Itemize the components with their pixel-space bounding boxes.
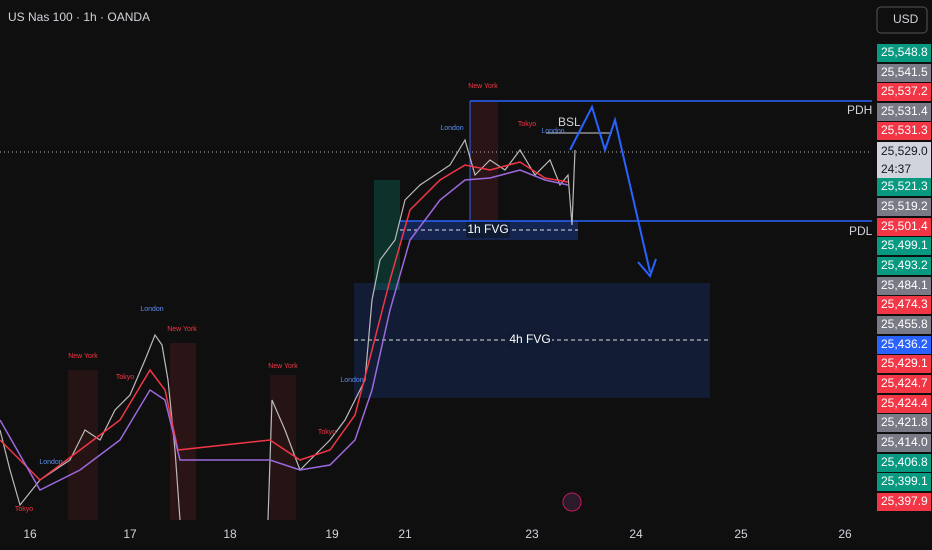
time-label: 23 xyxy=(525,527,539,541)
session-label: New York xyxy=(468,83,498,90)
time-label: 16 xyxy=(23,527,37,541)
price-tag xyxy=(877,316,931,334)
price-tag-label: 25,474.3 xyxy=(881,297,928,311)
price-tag xyxy=(877,198,931,216)
price-tag-label: 25,531.4 xyxy=(881,104,928,118)
session-label: London xyxy=(541,128,564,135)
session-label: Tokyo xyxy=(518,121,536,128)
ma-slow xyxy=(0,169,569,491)
session-label: New York xyxy=(68,353,98,360)
price-tag-label: 25,501.4 xyxy=(881,219,928,233)
session-label: London xyxy=(140,306,163,313)
price-tag xyxy=(877,395,931,413)
time-label: 19 xyxy=(325,527,339,541)
price-tag-label: 25,424.4 xyxy=(881,396,928,410)
price-tag xyxy=(877,218,931,236)
price-tag-label: 25,521.3 xyxy=(881,179,928,193)
price-tag xyxy=(877,355,931,373)
fvg-4h-label: 4h FVG xyxy=(509,332,550,346)
session-label: Tokyo xyxy=(15,506,33,513)
session-box xyxy=(470,101,498,221)
session-box xyxy=(68,370,98,520)
price-tag-label: 25,541.5 xyxy=(881,65,928,79)
price-tag xyxy=(877,103,931,121)
projection-arrow xyxy=(569,104,651,273)
price-tag-label: 25,499.1 xyxy=(881,238,928,252)
arrow-head xyxy=(637,258,657,278)
fvg-1h-label: 1h FVG xyxy=(467,222,508,236)
session-label: Tokyo xyxy=(318,429,336,436)
price-tag xyxy=(877,473,931,491)
price-path xyxy=(267,138,576,521)
price-tag-label: 25,414.0 xyxy=(881,435,928,449)
time-label: 21 xyxy=(398,527,412,541)
price-tag xyxy=(877,64,931,82)
price-tag xyxy=(877,296,931,314)
price-tag-label: 25,537.2 xyxy=(881,84,928,98)
price-tag xyxy=(877,336,931,354)
price-tag-label: 25,397.9 xyxy=(881,494,928,508)
time-axis xyxy=(0,520,872,550)
session-label: New York xyxy=(167,326,197,333)
price-tag-label: 25,436.2 xyxy=(881,337,928,351)
pdh-label: PDH xyxy=(847,103,872,117)
price-tag xyxy=(877,434,931,452)
price-tag-label: 25,493.2 xyxy=(881,258,928,272)
session-label: London xyxy=(340,377,363,384)
bsl-label: BSL xyxy=(558,115,581,129)
pdl-label: PDL xyxy=(849,224,873,238)
current-price: 25,529.0 xyxy=(881,144,928,158)
currency-label[interactable]: USD xyxy=(893,12,919,26)
price-tag xyxy=(877,237,931,255)
price-tag-label: 25,421.8 xyxy=(881,415,928,429)
price-tag xyxy=(877,178,931,196)
price-tag xyxy=(877,277,931,295)
price-tag xyxy=(877,83,931,101)
time-label: 17 xyxy=(123,527,137,541)
session-label: New York xyxy=(268,363,298,370)
session-label: London xyxy=(39,459,62,466)
price-tag xyxy=(877,257,931,275)
time-label: 18 xyxy=(223,527,237,541)
label-bg xyxy=(466,222,510,238)
countdown: 24:37 xyxy=(881,162,911,176)
current-price-box xyxy=(877,142,931,180)
price-tag-label: 25,406.8 xyxy=(881,455,928,469)
price-tag-label: 25,399.1 xyxy=(881,474,928,488)
ma-fast xyxy=(0,161,569,481)
label-bg xyxy=(508,332,552,348)
price-tag xyxy=(877,44,931,62)
price-tag-label: 25,484.1 xyxy=(881,278,928,292)
price-tag-label: 25,455.8 xyxy=(881,317,928,331)
time-label: 26 xyxy=(838,527,852,541)
currency-button[interactable] xyxy=(876,6,928,34)
symbol-title: US Nas 100 · 1h · OANDA xyxy=(8,10,150,24)
price-path xyxy=(0,333,181,521)
price-tag-label: 25,531.3 xyxy=(881,123,928,137)
price-tag-label: 25,548.8 xyxy=(881,45,928,59)
price-tag xyxy=(877,454,931,472)
session-label: Tokyo xyxy=(116,374,134,381)
price-tag xyxy=(877,414,931,432)
price-tag xyxy=(877,375,931,393)
price-tag xyxy=(877,493,931,511)
session-label: London xyxy=(440,125,463,132)
price-tag-label: 25,429.1 xyxy=(881,356,928,370)
price-tag-label: 25,424.7 xyxy=(881,376,928,390)
time-label: 24 xyxy=(629,527,643,541)
price-tag xyxy=(877,122,931,140)
price-tag-label: 25,519.2 xyxy=(881,199,928,213)
time-label: 25 xyxy=(734,527,748,541)
events-icon[interactable] xyxy=(562,492,582,512)
